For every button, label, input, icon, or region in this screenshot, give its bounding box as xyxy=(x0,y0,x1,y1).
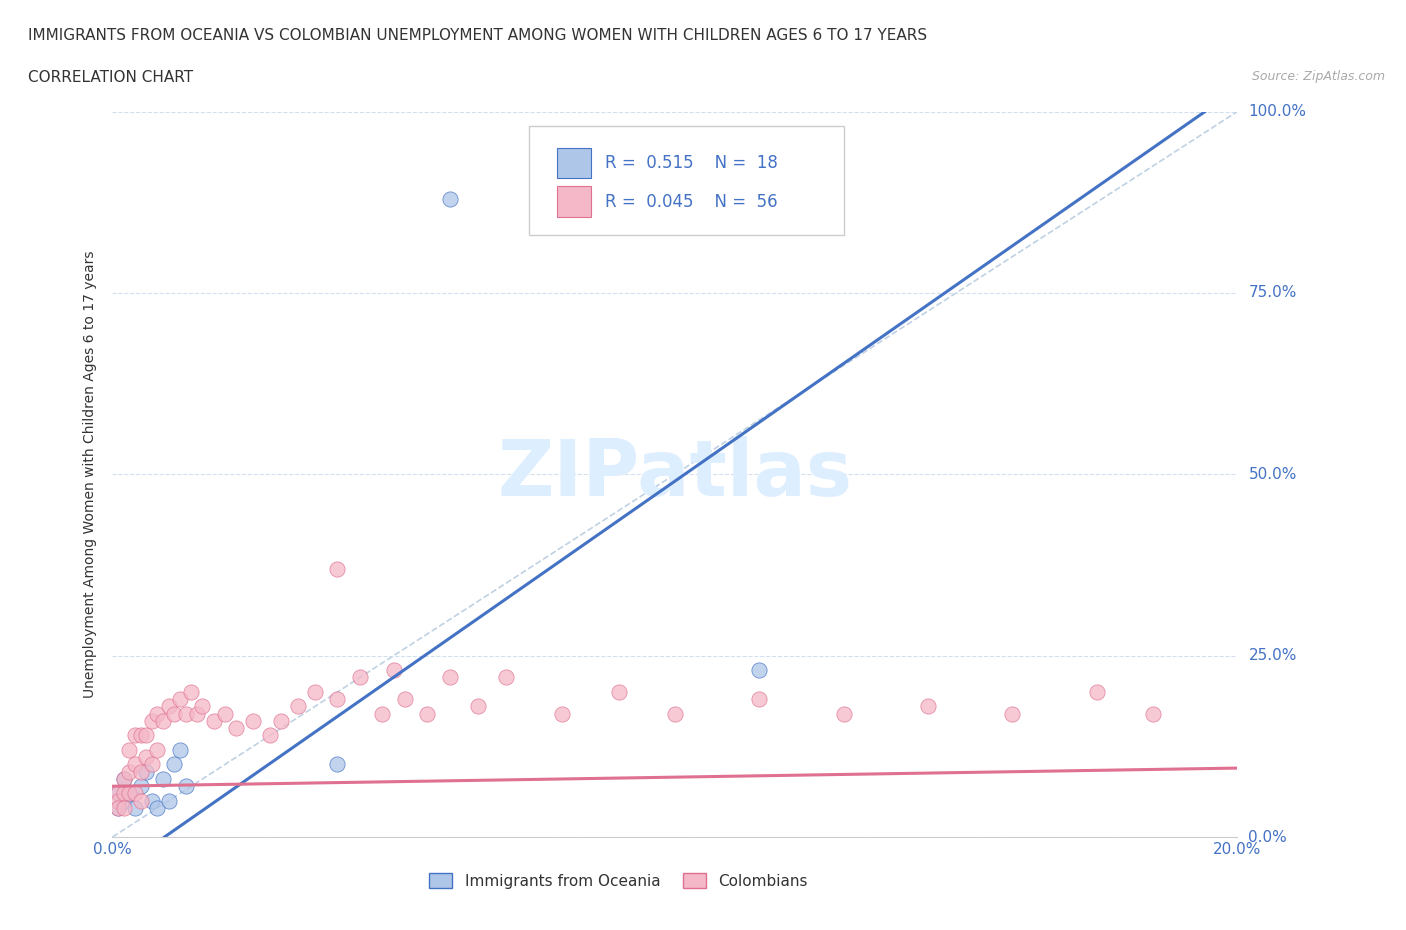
Point xyxy=(382,663,405,678)
Point xyxy=(551,706,574,721)
Point xyxy=(112,772,135,787)
Point xyxy=(107,786,129,801)
Bar xyxy=(557,148,591,179)
Legend: Immigrants from Oceania, Colombians: Immigrants from Oceania, Colombians xyxy=(423,867,814,895)
Point xyxy=(129,764,152,779)
Point xyxy=(152,772,174,787)
Text: IMMIGRANTS FROM OCEANIA VS COLOMBIAN UNEMPLOYMENT AMONG WOMEN WITH CHILDREN AGES: IMMIGRANTS FROM OCEANIA VS COLOMBIAN UNE… xyxy=(28,28,927,43)
Point xyxy=(304,684,326,699)
Point xyxy=(107,786,129,801)
Point xyxy=(349,670,371,684)
Point xyxy=(135,764,157,779)
Point xyxy=(1001,706,1024,721)
Point xyxy=(186,706,208,721)
Point xyxy=(107,793,129,808)
Point xyxy=(169,692,191,707)
FancyBboxPatch shape xyxy=(529,126,844,235)
Point xyxy=(439,192,461,206)
Point xyxy=(416,706,439,721)
Point xyxy=(439,670,461,684)
Point xyxy=(112,772,135,787)
Point xyxy=(242,713,264,728)
Point xyxy=(326,692,349,707)
Point xyxy=(191,699,214,714)
Point xyxy=(748,663,770,678)
Point xyxy=(152,713,174,728)
Point xyxy=(124,728,146,743)
Point xyxy=(832,706,855,721)
Point xyxy=(141,757,163,772)
Point xyxy=(371,706,394,721)
Point xyxy=(495,670,517,684)
Point xyxy=(141,793,163,808)
Text: Source: ZipAtlas.com: Source: ZipAtlas.com xyxy=(1251,70,1385,83)
Bar xyxy=(557,186,591,217)
Point xyxy=(180,684,202,699)
Text: R =  0.045    N =  56: R = 0.045 N = 56 xyxy=(605,193,778,210)
Point xyxy=(107,801,129,816)
Point xyxy=(1142,706,1164,721)
Point xyxy=(124,786,146,801)
Point xyxy=(163,706,186,721)
Point xyxy=(326,561,349,576)
Text: 50.0%: 50.0% xyxy=(1249,467,1296,482)
Point xyxy=(112,793,135,808)
Point xyxy=(202,713,225,728)
Point xyxy=(135,728,157,743)
Point xyxy=(107,801,129,816)
Point xyxy=(467,699,489,714)
Point xyxy=(174,706,197,721)
Point xyxy=(225,721,247,736)
Point xyxy=(129,728,152,743)
Text: ZIPatlas: ZIPatlas xyxy=(498,436,852,512)
Text: R =  0.515    N =  18: R = 0.515 N = 18 xyxy=(605,154,778,172)
Text: 75.0%: 75.0% xyxy=(1249,286,1296,300)
Point xyxy=(129,793,152,808)
Point xyxy=(394,692,416,707)
Point xyxy=(169,742,191,757)
Point xyxy=(135,750,157,764)
Point xyxy=(124,757,146,772)
Point xyxy=(664,706,686,721)
Point xyxy=(118,764,141,779)
Point xyxy=(157,793,180,808)
Point xyxy=(214,706,236,721)
Point xyxy=(174,778,197,793)
Point xyxy=(146,706,169,721)
Text: 100.0%: 100.0% xyxy=(1249,104,1306,119)
Point xyxy=(1085,684,1108,699)
Point xyxy=(146,742,169,757)
Point xyxy=(157,699,180,714)
Point xyxy=(118,786,141,801)
Point xyxy=(917,699,939,714)
Text: CORRELATION CHART: CORRELATION CHART xyxy=(28,70,193,85)
Point xyxy=(259,728,281,743)
Point xyxy=(748,692,770,707)
Point xyxy=(326,757,349,772)
Point xyxy=(129,778,152,793)
Point xyxy=(124,801,146,816)
Point xyxy=(118,742,141,757)
Point xyxy=(118,786,141,801)
Point xyxy=(163,757,186,772)
Point xyxy=(607,684,630,699)
Y-axis label: Unemployment Among Women with Children Ages 6 to 17 years: Unemployment Among Women with Children A… xyxy=(83,250,97,698)
Point xyxy=(112,786,135,801)
Point xyxy=(112,801,135,816)
Text: 25.0%: 25.0% xyxy=(1249,648,1296,663)
Point xyxy=(270,713,292,728)
Text: 0.0%: 0.0% xyxy=(1249,830,1286,844)
Point xyxy=(146,801,169,816)
Point xyxy=(141,713,163,728)
Point xyxy=(287,699,309,714)
